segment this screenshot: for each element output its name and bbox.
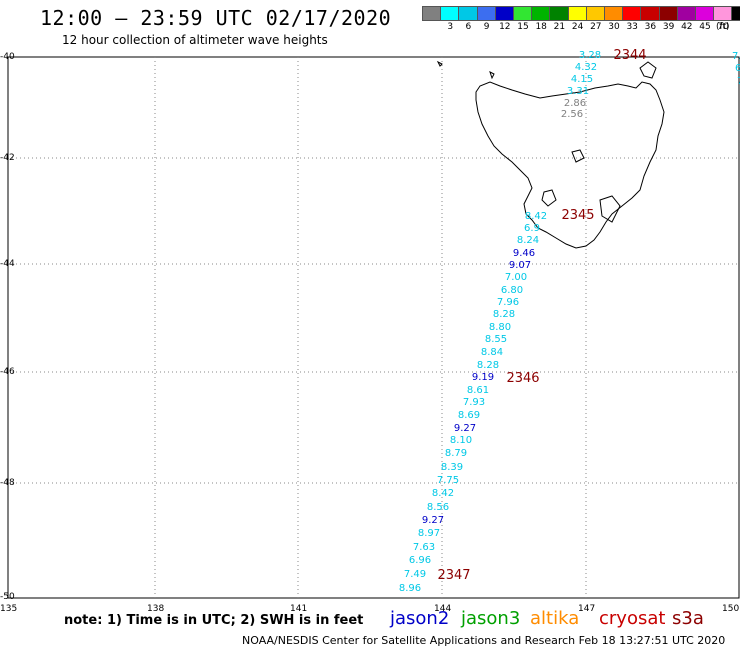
grid-lines: [8, 57, 739, 598]
legend-label: 6: [465, 22, 472, 32]
wave-height-label: 8.28: [477, 360, 499, 371]
wave-height-label: 6.9: [524, 223, 540, 234]
island-outline: [571, 149, 585, 163]
pass-time-label: 2344: [613, 48, 646, 63]
wave-height-label: 9.27: [454, 423, 476, 434]
legend-label: 45: [699, 22, 711, 32]
lat-label: -42: [0, 153, 15, 163]
lat-label: -44: [0, 259, 15, 269]
wave-height-label: 8.39: [441, 462, 463, 473]
wave-height-label: 8.97: [418, 528, 440, 539]
wave-height-label: 9.19: [472, 372, 494, 383]
legend-label: 39: [662, 22, 675, 32]
wave-height-label: 7.00: [505, 272, 527, 283]
edge-wave-label: 6.: [735, 63, 740, 74]
wave-height-label: 8.79: [445, 448, 467, 459]
island-outline: [436, 60, 443, 67]
footer-note: note: 1) Time is in UTC; 2) SWH is in fe…: [64, 613, 364, 628]
pass-time-label: 2346: [506, 371, 539, 386]
legend-label: 42: [681, 22, 693, 32]
legend-label: 15: [517, 22, 529, 32]
map-frame: [7, 56, 740, 599]
lat-label: -50: [0, 592, 15, 602]
island-outline: [489, 71, 495, 80]
satellite-cryosat: cryosat: [599, 608, 666, 629]
wave-height-label: 8.10: [450, 435, 472, 446]
lon-label: 138: [147, 604, 165, 614]
lat-label: -46: [0, 367, 15, 377]
wave-height-label: 3.31: [567, 86, 589, 97]
edge-wave-label: 7: [737, 76, 740, 87]
wave-height-label: 4.32: [575, 62, 597, 73]
pass-time-label: 2345: [561, 208, 594, 223]
wave-height-label: 9.27: [422, 515, 444, 526]
wave-height-label: 7.49: [404, 569, 426, 580]
wave-height-label: 8.96: [399, 583, 421, 594]
edge-wave-label: 7.9: [732, 51, 740, 62]
lon-label: 147: [578, 604, 596, 614]
legend-label: 21: [553, 22, 566, 32]
wave-height-label: 3.28: [579, 50, 601, 61]
lon-label: 135: [0, 604, 18, 614]
legend-label: 18: [535, 22, 547, 32]
wave-height-label: 8.56: [427, 502, 449, 513]
pass-time-label: 2347: [437, 568, 470, 583]
map-subtitle: 12 hour collection of altimeter wave hei…: [62, 33, 328, 47]
wave-height-label: 9.46: [513, 248, 535, 259]
wave-height-label: 7.96: [497, 297, 519, 308]
lon-label: 144: [434, 604, 452, 614]
island-outline: [541, 189, 557, 207]
legend-label: 70: [717, 22, 729, 32]
legend-swatch: [731, 6, 740, 21]
legend-label: 27: [590, 22, 602, 32]
wave-height-label: 9.07: [509, 260, 531, 271]
wave-height-label: 7.93: [463, 397, 485, 408]
wave-height-label: 8.84: [481, 347, 503, 358]
wave-height-label: 6.96: [409, 555, 431, 566]
wave-height-label: 8.69: [458, 410, 480, 421]
island-outline: [639, 61, 657, 79]
credit-line: NOAA/NESDIS Center for Satellite Applica…: [242, 634, 726, 647]
wave-height-label: 6.80: [501, 285, 523, 296]
island-outline: [599, 195, 621, 223]
legend-label: 24: [571, 22, 584, 32]
lat-label: -48: [0, 478, 15, 488]
legend-label: 12: [499, 22, 511, 32]
wave-height-label: 8.24: [517, 235, 539, 246]
wave-height-label: 8.55: [485, 334, 507, 345]
lon-label: 141: [290, 604, 308, 614]
wave-height-label: 2.56: [561, 109, 583, 120]
legend-label: 3: [447, 22, 454, 32]
satellite-s3a: s3a: [672, 608, 704, 629]
legend-label: 30: [608, 22, 620, 32]
legend-label: 36: [644, 22, 657, 32]
wave-height-label: 8.42: [525, 211, 547, 222]
wave-height-label: 8.28: [493, 309, 515, 320]
satellite-jason3: jason3: [461, 608, 521, 629]
satellite-altika: altika: [530, 608, 580, 629]
satellite-jason2: jason2: [390, 608, 450, 629]
wave-height-label: 8.42: [432, 488, 454, 499]
wave-height-label: 7.75: [437, 475, 459, 486]
wave-height-label: 4.15: [571, 74, 593, 85]
legend-unit: (ft): [716, 22, 730, 32]
wave-height-label: 8.80: [489, 322, 511, 333]
wave-height-label: 8.61: [467, 385, 489, 396]
wave-height-label: 2.86: [564, 98, 586, 109]
legend-label: 33: [626, 22, 638, 32]
wave-height-label: 7.63: [413, 542, 435, 553]
legend-label: 9: [483, 22, 490, 32]
lon-label: 150: [722, 604, 740, 614]
tasmania-coastline: [475, 81, 665, 249]
lat-label: -40: [0, 52, 15, 62]
map-title: 12:00 – 23:59 UTC 02/17/2020: [40, 6, 392, 30]
